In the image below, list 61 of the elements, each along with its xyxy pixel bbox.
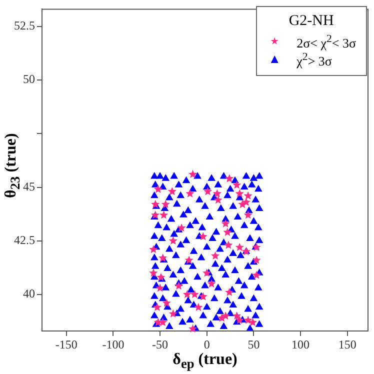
point (160, 210, 168, 219)
x-tick-label: 50 (248, 337, 260, 352)
point (244, 316, 252, 324)
point (232, 180, 242, 189)
point (162, 298, 171, 307)
point (207, 279, 216, 288)
point (186, 189, 194, 198)
x-axis-title: δ$_{ep}$ (true) (172, 351, 238, 372)
point (182, 290, 192, 298)
point (194, 302, 203, 312)
point (154, 184, 162, 194)
point (242, 198, 250, 206)
point (223, 228, 232, 236)
point (221, 219, 230, 228)
y-tick-label: 42.5 (14, 233, 35, 248)
x-tick-label: -150 (55, 337, 78, 352)
point (152, 302, 162, 312)
point (221, 311, 230, 320)
y-tick-label: 52.5 (14, 18, 35, 33)
point (177, 224, 186, 232)
point (168, 187, 176, 196)
x-tick-label: -50 (152, 337, 168, 352)
y-tick-label: 50 (23, 72, 35, 86)
point (244, 210, 252, 219)
point (225, 174, 234, 182)
point (151, 200, 160, 208)
point (204, 187, 212, 196)
x-tick-label: 100 (292, 337, 310, 352)
point (224, 240, 233, 249)
point (156, 284, 164, 292)
point (211, 251, 220, 260)
y-tick-label: 40 (23, 286, 35, 301)
point (174, 281, 184, 290)
legend-label: 2σ< χ$^{2}$< 3σ (296, 32, 356, 50)
x-tick-label: 0 (204, 337, 210, 352)
x-tick-label: 150 (338, 337, 356, 352)
y-tick-label: 45 (23, 179, 35, 194)
point (161, 200, 170, 208)
point (244, 191, 252, 200)
point (235, 189, 244, 198)
point (235, 316, 244, 324)
legend-title: G2-NH (288, 13, 335, 30)
point (168, 236, 178, 245)
point (156, 272, 166, 282)
x-tick-label: -100 (102, 337, 124, 352)
point (190, 290, 199, 298)
point (158, 318, 168, 326)
point (225, 288, 234, 296)
point (149, 268, 158, 277)
point (188, 170, 198, 178)
point (149, 244, 158, 254)
point (168, 309, 178, 318)
point (252, 270, 261, 279)
point (252, 256, 261, 264)
point (198, 232, 208, 240)
point (235, 242, 244, 251)
point (214, 196, 222, 204)
point (212, 189, 222, 198)
legend-label: χ$^{2}$> 3σ (296, 50, 332, 69)
point (232, 311, 242, 320)
point (188, 324, 198, 332)
